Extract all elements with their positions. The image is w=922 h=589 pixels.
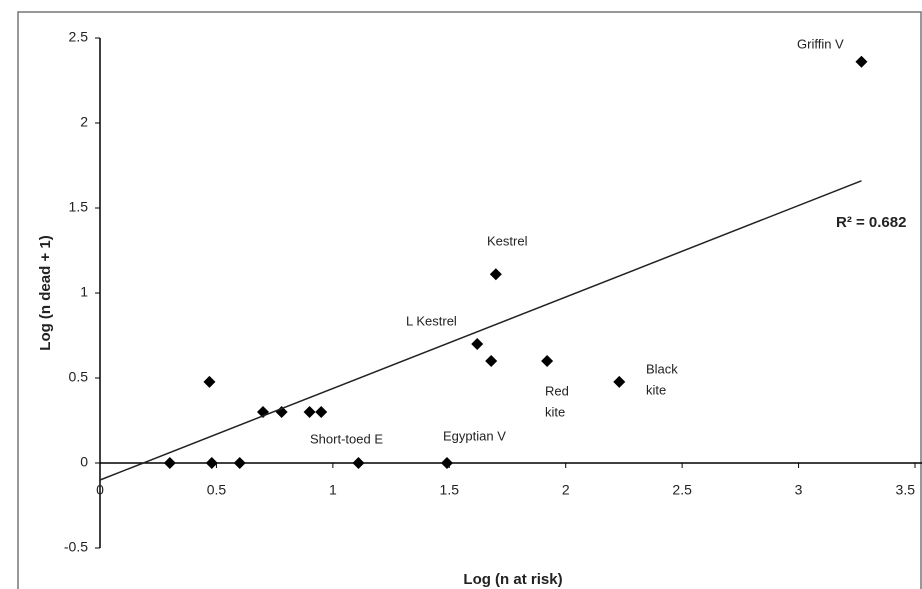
x-tick-label: 1.5: [440, 482, 460, 498]
annotation: R² = 0.682: [836, 214, 906, 231]
point: [303, 406, 316, 418]
annotation: Red: [545, 383, 569, 398]
annotation: Black: [646, 361, 678, 376]
x-tick-label: 1: [329, 482, 337, 498]
y-tick-label: 2: [80, 114, 88, 130]
y-tick-label: 1.5: [69, 199, 89, 215]
point: [352, 457, 365, 469]
y-tick-label: 1: [80, 284, 88, 300]
point: [315, 406, 328, 418]
point: [233, 457, 246, 469]
point: [485, 355, 498, 367]
x-tick-label: 2: [562, 482, 570, 498]
y-tick-label: 2.5: [69, 29, 89, 45]
point: [855, 55, 868, 68]
point: [163, 457, 176, 469]
point: [613, 375, 626, 388]
y-tick-label: 0.5: [69, 369, 89, 385]
point: [440, 457, 453, 469]
point: [205, 457, 218, 469]
x-tick-label: 0: [96, 482, 104, 498]
point: [471, 338, 484, 350]
y-axis-label: Log (n dead + 1): [37, 235, 54, 350]
y-tick-label: -0.5: [64, 539, 88, 555]
trend-line: [99, 180, 862, 481]
x-tick-label: 2.5: [672, 482, 692, 498]
x-axis-label: Log (n at risk): [463, 571, 562, 588]
frame: [17, 11, 922, 589]
annotation: kite: [545, 404, 565, 419]
y-tick-label: 0: [80, 454, 88, 470]
annotation: Griffin V: [797, 36, 844, 51]
annotation: Egyptian V: [443, 428, 506, 443]
x-tick-label: 0.5: [207, 482, 227, 498]
annotation: Kestrel: [487, 233, 528, 248]
annotation: L Kestrel: [406, 313, 457, 328]
x-tick-label: 3.5: [896, 482, 916, 498]
annotation: Short-toed E: [310, 431, 383, 446]
point: [489, 268, 502, 281]
x-tick-label: 3: [795, 482, 803, 498]
point: [203, 375, 216, 388]
point: [275, 406, 288, 418]
point: [541, 355, 554, 367]
annotation: kite: [646, 382, 666, 397]
